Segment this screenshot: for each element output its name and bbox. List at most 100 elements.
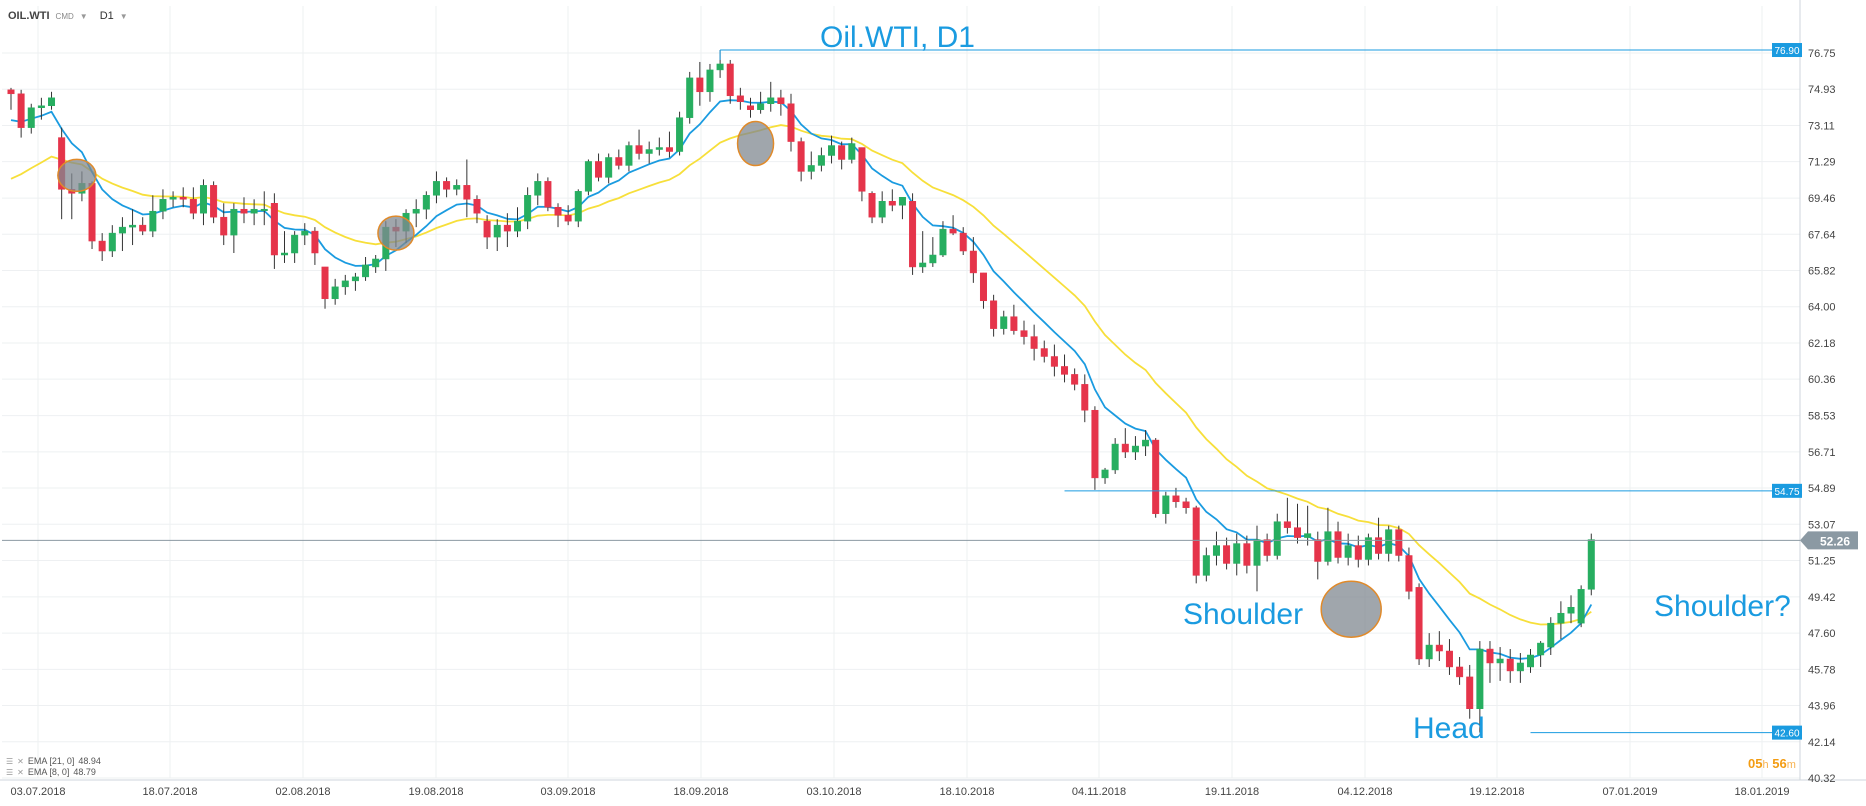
candle-body: [1314, 539, 1322, 562]
candle: [1121, 428, 1129, 458]
candle: [1527, 649, 1534, 673]
candle-body: [625, 145, 633, 166]
grid: [2, 6, 1800, 779]
candle: [1050, 344, 1058, 377]
candle-body: [1516, 662, 1524, 672]
candle: [118, 217, 126, 252]
candle: [929, 237, 937, 267]
x-tick-label: 19.11.2018: [1205, 786, 1259, 798]
price-level-label: 76.90: [1774, 46, 1799, 57]
candle: [858, 147, 866, 202]
candle: [1375, 517, 1383, 560]
candle-body: [777, 97, 785, 104]
candle: [179, 187, 187, 208]
candle: [1516, 653, 1524, 683]
settings-icon[interactable]: ☰: [6, 757, 14, 766]
y-tick-label: 43.96: [1808, 701, 1836, 713]
candle-body: [554, 206, 562, 216]
chevron-down-icon[interactable]: ▼: [79, 11, 88, 21]
candle-body: [716, 63, 724, 71]
candle: [1567, 595, 1575, 624]
candle-body: [1304, 533, 1312, 538]
candle: [351, 272, 359, 291]
candle-body: [990, 300, 998, 329]
candle: [1506, 649, 1514, 683]
candle: [635, 129, 643, 160]
candle: [564, 205, 572, 226]
candle: [301, 223, 309, 246]
candle: [595, 153, 603, 182]
candle-body: [1567, 606, 1575, 614]
candle: [554, 203, 562, 228]
candle-body: [969, 250, 977, 274]
candle: [250, 199, 258, 226]
candle: [1587, 533, 1595, 596]
chevron-down-icon[interactable]: ▼: [119, 11, 128, 21]
indicator-value: 48.79: [73, 767, 96, 777]
y-tick-label: 56.71: [1808, 447, 1836, 459]
candle-body: [635, 145, 643, 154]
candle: [1304, 505, 1312, 546]
candle: [7, 87, 15, 110]
candle-body: [1152, 439, 1160, 514]
pattern-annotation: Shoulder: [1183, 598, 1303, 631]
candle: [1577, 585, 1585, 628]
settings-icon[interactable]: ☰: [6, 768, 14, 777]
candle-body: [321, 266, 329, 300]
candle: [1131, 436, 1139, 460]
candle: [240, 197, 248, 224]
candle: [605, 153, 613, 184]
timer-minutes-unit: m: [1786, 759, 1796, 771]
candle: [1111, 438, 1119, 474]
y-tick-label: 45.78: [1808, 664, 1836, 676]
candle-body: [848, 143, 856, 160]
candle: [1486, 641, 1494, 683]
candle-body: [1506, 658, 1514, 672]
candle-body: [250, 208, 258, 214]
candle-body: [1162, 495, 1170, 514]
close-icon[interactable]: ✕: [17, 757, 24, 766]
candle: [736, 87, 744, 110]
candle-body: [858, 147, 866, 192]
candle-body: [1000, 316, 1008, 329]
close-icon[interactable]: ✕: [17, 768, 24, 777]
candle-body: [1587, 539, 1595, 590]
candle-body: [676, 117, 684, 152]
candle-body: [1101, 469, 1109, 479]
price-level-tag: [1772, 43, 1802, 58]
candle: [969, 237, 977, 283]
x-tick-label: 19.08.2018: [408, 786, 463, 798]
candle-body: [1354, 545, 1362, 560]
candle: [696, 61, 704, 106]
candle: [1324, 507, 1332, 566]
symbol-label[interactable]: OIL.WTI: [8, 10, 50, 22]
price-level-label: 42.60: [1774, 729, 1799, 740]
indicator-legend: ☰ ✕ EMA [21, 0] 48.94 ☰ ✕ EMA [8, 0] 48.…: [6, 756, 101, 778]
candle: [1445, 639, 1453, 675]
timeframe-label[interactable]: D1: [99, 10, 114, 22]
candle-body: [1182, 501, 1190, 508]
candle: [473, 195, 481, 224]
candle: [1162, 491, 1170, 524]
candle: [1456, 657, 1464, 685]
y-tick-label: 67.64: [1808, 229, 1836, 241]
candle: [838, 141, 846, 170]
candle: [777, 89, 785, 116]
x-tick-label: 19.12.2018: [1469, 786, 1524, 798]
timer-hours: 05: [1748, 756, 1763, 771]
candle: [1364, 533, 1372, 566]
candle-body: [564, 214, 572, 222]
candle-body: [534, 181, 542, 196]
candle-body: [1364, 537, 1372, 560]
candle: [1263, 533, 1271, 562]
candle-body: [1425, 644, 1433, 660]
candle: [1152, 438, 1160, 518]
x-tick-label: 18.07.2018: [142, 786, 197, 798]
candle-body: [919, 262, 927, 268]
candle-body: [230, 208, 238, 236]
candle-body: [1435, 644, 1443, 652]
candle: [787, 93, 795, 152]
candle-body: [1263, 539, 1271, 556]
candle-body: [362, 264, 370, 278]
